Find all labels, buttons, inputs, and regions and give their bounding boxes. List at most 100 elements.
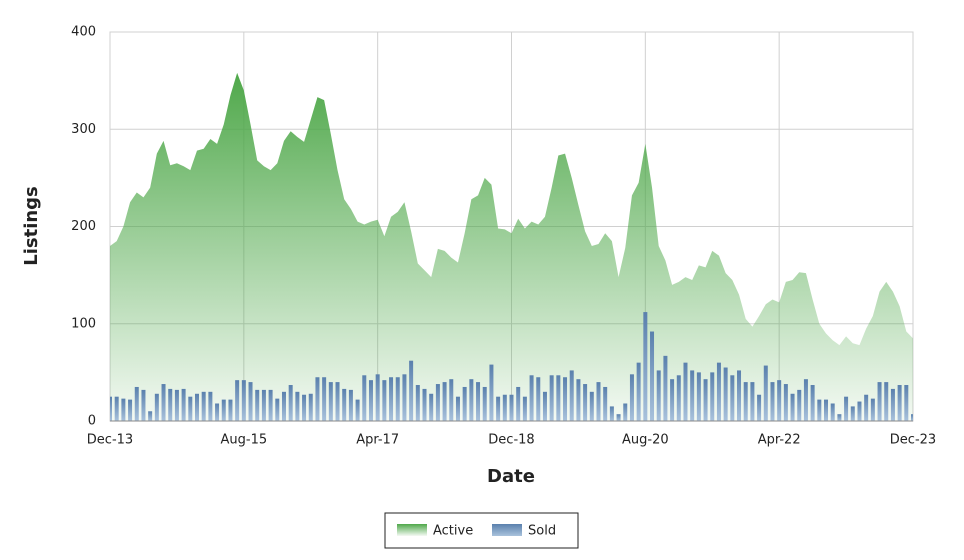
bar bbox=[904, 385, 909, 421]
bar bbox=[636, 362, 641, 421]
x-tick-label: Dec-13 bbox=[87, 433, 133, 448]
bar bbox=[696, 372, 701, 421]
bar bbox=[783, 384, 788, 421]
bar bbox=[583, 384, 588, 421]
bar bbox=[422, 388, 427, 421]
bar bbox=[476, 382, 481, 421]
bar bbox=[656, 370, 661, 421]
bar bbox=[121, 398, 126, 421]
bar bbox=[670, 379, 675, 421]
bar bbox=[181, 388, 186, 421]
bar bbox=[817, 399, 822, 421]
bar bbox=[442, 382, 447, 421]
bar bbox=[596, 382, 601, 421]
bar bbox=[161, 384, 166, 421]
bar bbox=[302, 394, 307, 421]
bar bbox=[690, 370, 695, 421]
bar bbox=[174, 389, 179, 421]
y-axis-title: Listings bbox=[21, 186, 42, 266]
y-tick-label: 0 bbox=[88, 414, 96, 429]
bar bbox=[743, 382, 748, 421]
bar bbox=[623, 403, 628, 421]
legend-swatch bbox=[492, 524, 522, 536]
bar bbox=[911, 414, 913, 421]
bar bbox=[328, 382, 333, 421]
x-tick-label: Apr-17 bbox=[356, 433, 399, 448]
bar bbox=[890, 388, 895, 421]
bar bbox=[235, 380, 240, 421]
bar bbox=[389, 377, 394, 421]
bar bbox=[589, 391, 594, 421]
bar bbox=[663, 355, 668, 421]
legend-label: Sold bbox=[528, 524, 556, 539]
bar bbox=[322, 377, 327, 421]
bar bbox=[215, 403, 220, 421]
bar bbox=[148, 411, 153, 421]
bar bbox=[496, 396, 501, 421]
bar bbox=[449, 379, 454, 421]
y-tick-label: 400 bbox=[71, 25, 96, 40]
bar bbox=[489, 364, 494, 421]
bar bbox=[703, 379, 708, 421]
bar bbox=[870, 398, 875, 421]
bar bbox=[288, 385, 293, 421]
bar bbox=[342, 388, 347, 421]
bar bbox=[629, 374, 634, 421]
bar bbox=[603, 386, 608, 421]
bar bbox=[522, 396, 527, 421]
bar bbox=[569, 370, 574, 421]
bar bbox=[609, 406, 614, 421]
bar bbox=[850, 406, 855, 421]
bar bbox=[208, 391, 213, 421]
bar bbox=[469, 379, 474, 421]
legend-swatch bbox=[397, 524, 427, 536]
bar bbox=[255, 389, 260, 421]
x-axis-title: Date bbox=[487, 466, 535, 487]
bar bbox=[154, 393, 159, 421]
bar bbox=[616, 414, 621, 421]
bar bbox=[683, 362, 688, 421]
bar bbox=[643, 312, 648, 421]
bar bbox=[877, 382, 882, 421]
bar bbox=[502, 394, 507, 421]
bar bbox=[248, 382, 253, 421]
bar bbox=[737, 370, 742, 421]
bar bbox=[348, 389, 353, 421]
y-tick-label: 300 bbox=[71, 122, 96, 137]
bar bbox=[362, 375, 367, 421]
bar bbox=[844, 396, 849, 421]
bar bbox=[516, 386, 521, 421]
bar bbox=[455, 396, 460, 421]
bar bbox=[710, 372, 715, 421]
bar bbox=[114, 396, 119, 421]
bar bbox=[228, 399, 233, 421]
bar bbox=[716, 362, 721, 421]
bar bbox=[763, 365, 768, 421]
bar bbox=[897, 385, 902, 421]
bar bbox=[295, 391, 300, 421]
bar bbox=[128, 399, 133, 421]
x-tick-label: Apr-22 bbox=[758, 433, 801, 448]
bar bbox=[536, 377, 541, 421]
bar bbox=[830, 403, 835, 421]
bar bbox=[134, 386, 139, 421]
bar bbox=[549, 375, 554, 421]
bar bbox=[409, 360, 414, 421]
bar bbox=[790, 393, 795, 421]
bar bbox=[402, 374, 407, 421]
bar bbox=[415, 385, 420, 421]
legend-label: Active bbox=[433, 524, 473, 539]
bar bbox=[810, 385, 815, 421]
bar bbox=[837, 414, 842, 421]
bar bbox=[482, 386, 487, 421]
bar bbox=[335, 382, 340, 421]
x-tick-label: Aug-20 bbox=[622, 433, 669, 448]
bar bbox=[676, 375, 681, 421]
x-tick-label: Aug-15 bbox=[221, 433, 268, 448]
bar bbox=[382, 380, 387, 421]
bar bbox=[315, 377, 320, 421]
bar bbox=[435, 384, 440, 421]
bar bbox=[556, 375, 561, 421]
bar bbox=[777, 380, 782, 421]
bar bbox=[757, 394, 762, 421]
